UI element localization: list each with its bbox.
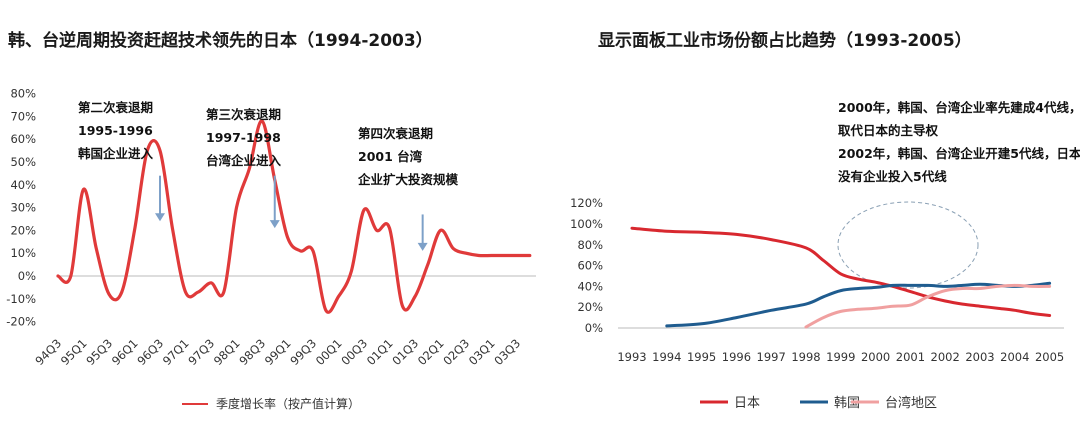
x-tick-label: 2004 [1000,350,1029,364]
y-tick-label: 70% [10,109,36,123]
y-tick-label: 40% [577,279,603,293]
y-tick-label: 10% [10,246,36,260]
taiwan-line [804,283,1052,329]
x-tick-label: 1996 [722,350,751,364]
legend-label: 日本 [734,396,760,411]
x-tick-label: 1998 [791,350,820,364]
y-tick-label: 50% [10,155,36,169]
y-tick-label: 30% [10,201,36,215]
annotation-text: 1997-1998 [206,130,281,145]
annotation-text: 2002年，韩国、台湾企业开建5代线，日本 [838,146,1080,161]
korea-line [665,281,1052,328]
legend-label: 季度增长率（按产值计算） [216,396,360,411]
x-tick-label: 1997 [757,350,786,364]
annotation-text: 台湾企业进入 [206,153,282,168]
annotation-text: 企业扩大投资规模 [357,172,459,187]
x-tick-label: 1995 [687,350,716,364]
y-tick-label: -10% [6,292,36,306]
annotation-text: 2000年，韩国、台湾企业率先建成4代线， [838,100,1080,115]
quarterly-growth-chart: 80%70%60%50%40%30%20%10%0%-10%-20%94Q395… [6,87,536,411]
recession-annotation: 第二次衰退期 1995-1996 韩国企业进入 [78,100,165,222]
market-annotation: 2000年，韩国、台湾企业率先建成4代线， 取代日本的主导权 2002年，韩国、台湾… [838,100,1080,184]
y-tick-label: 20% [577,300,603,314]
x-tick-label: 2003 [965,350,994,364]
legend: 日本 韩国 台湾地区 [700,395,937,411]
x-tick-label: 1999 [826,350,855,364]
right-chart-title: 显示面板工业市场份额占比趋势（1993-2005） [598,31,972,51]
y-tick-label: 80% [10,87,36,101]
legend-label: 韩国 [834,396,860,411]
legend-label: 台湾地区 [885,395,937,411]
left-chart-title: 韩、台逆周期投资赶超技术领先的日本（1994-2003） [8,31,433,51]
y-tick-label: 0% [585,321,603,335]
annotation-text: 1995-1996 [78,123,153,138]
x-tick-label: 2005 [1035,350,1064,364]
growth-rate-line [56,119,532,314]
annotation-text: 第四次衰退期 [358,126,433,141]
x-tick-label: 2002 [931,350,960,364]
annotation-text: 取代日本的主导权 [838,123,939,138]
legend: 季度增长率（按产值计算） [182,396,360,411]
annotation-text: 第二次衰退期 [78,100,153,115]
x-tick-label: 2000 [861,350,890,364]
y-tick-label: 120% [570,196,603,210]
y-tick-label: 0% [18,269,36,283]
x-tick-label: 2001 [896,350,925,364]
annotation-text: 2001 台湾 [358,149,423,164]
annotation-text: 韩国企业进入 [78,146,154,161]
y-tick-label: 60% [577,259,603,273]
y-tick-label: 20% [10,223,36,237]
japan-line [630,226,1052,317]
arrow-head [155,213,165,222]
y-tick-label: 100% [570,217,603,231]
annotation-text: 没有企业投入5代线 [838,169,947,184]
y-tick-label: 40% [10,178,36,192]
annotation-text: 第三次衰退期 [206,107,281,122]
x-tick-label: 1994 [652,350,681,364]
x-tick-label: 1993 [617,350,646,364]
y-tick-label: 60% [10,132,36,146]
recession-annotation: 第三次衰退期 1997-1998 台湾企业进入 [206,107,282,229]
crossover-highlight-ellipse [837,201,979,289]
y-tick-label: 80% [577,238,603,252]
arrow-head [417,242,428,251]
y-tick-label: -20% [6,315,36,329]
arrow-head [269,220,280,229]
